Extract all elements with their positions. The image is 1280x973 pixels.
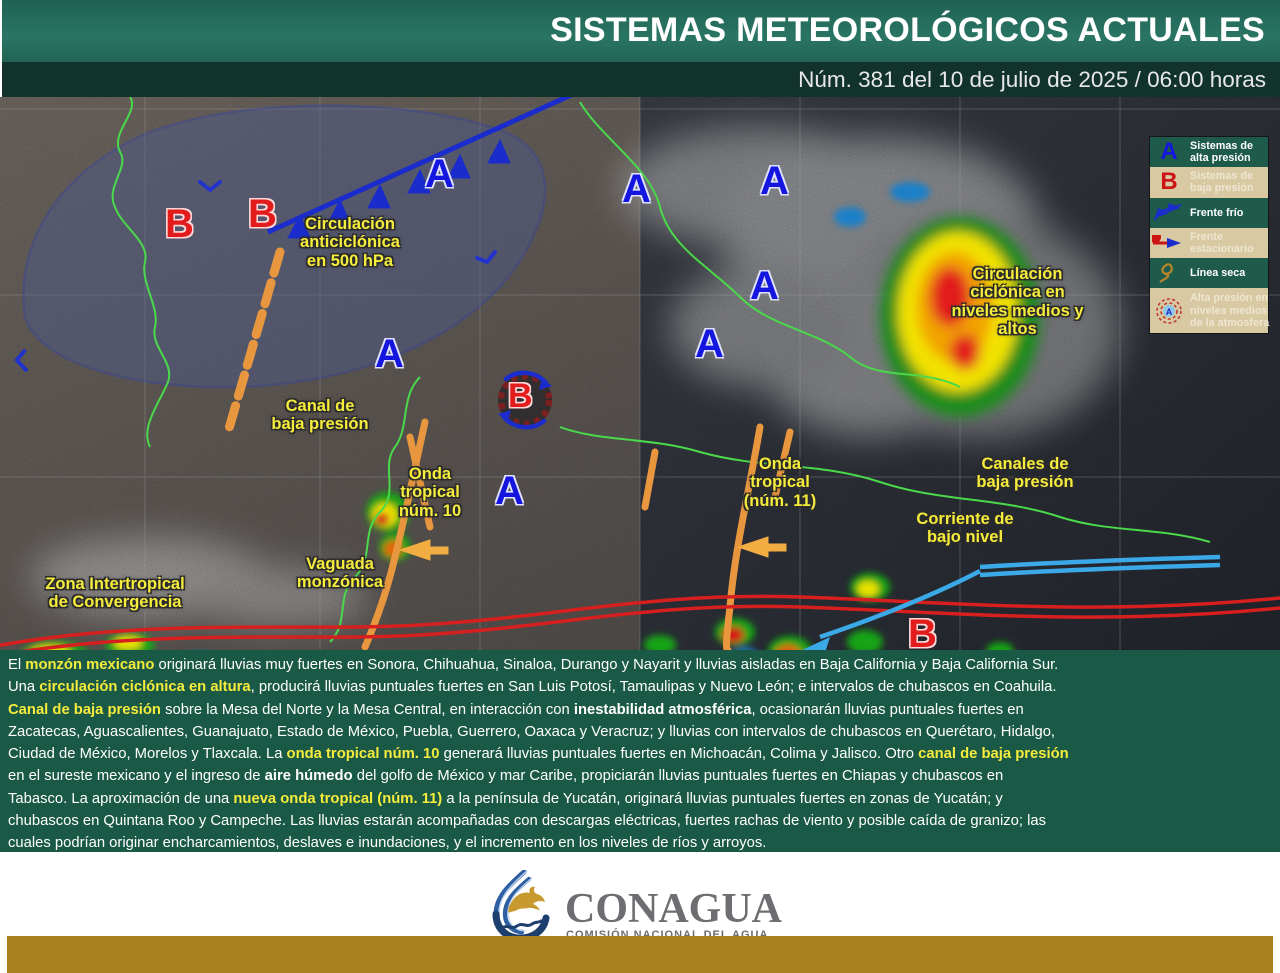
svg-text:CONAGUA: CONAGUA <box>565 886 783 932</box>
svg-text:A: A <box>1166 307 1173 317</box>
